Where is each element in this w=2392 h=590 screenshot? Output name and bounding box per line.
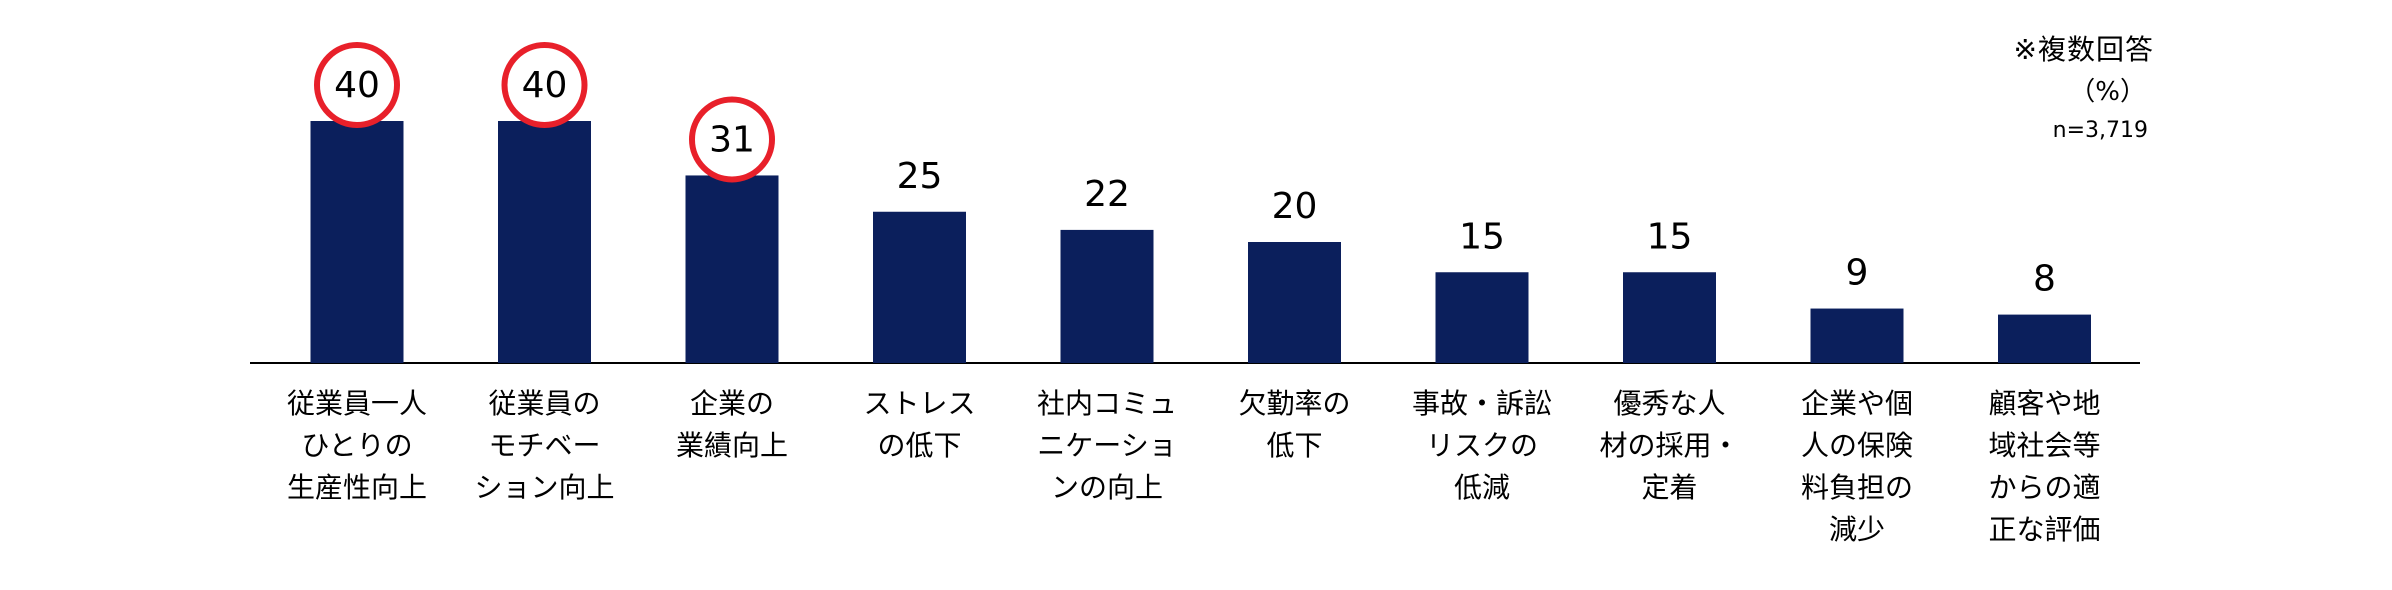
category-label: 人の保険 xyxy=(1801,429,1913,462)
category-label: 顧客や地 xyxy=(1988,387,2100,420)
category-label: 業績向上 xyxy=(676,429,788,462)
bar xyxy=(1623,272,1716,363)
bar xyxy=(873,211,966,363)
category-label: 社内コミュ xyxy=(1037,387,1177,420)
category-label: ひとりの xyxy=(301,429,412,462)
highlight-circle xyxy=(314,42,400,128)
bar xyxy=(1060,229,1154,363)
category-label: 材の採用・ xyxy=(1599,429,1739,462)
category-label: 事故・訴訟 xyxy=(1412,387,1552,420)
category-label: ニケーショ xyxy=(1037,429,1176,462)
category-label: からの適 xyxy=(1988,471,2100,504)
bar xyxy=(685,175,779,363)
data-label: 20 xyxy=(1272,186,1318,227)
category-label: 企業や個 xyxy=(1801,387,1913,420)
category-label: ション向上 xyxy=(474,471,614,504)
category-label: 従業員の xyxy=(488,387,600,420)
data-label: 25 xyxy=(897,156,943,197)
category-label: モチベー xyxy=(488,429,600,462)
data-label: 22 xyxy=(1084,174,1130,215)
unit-note: （%） xyxy=(2069,77,2146,107)
category-label: 減少 xyxy=(1829,513,1885,546)
bar xyxy=(1810,308,1904,363)
data-label: 40 xyxy=(334,65,380,106)
data-label: 31 xyxy=(709,119,755,160)
category-label: リスクの xyxy=(1426,429,1538,462)
data-label: 8 xyxy=(2033,259,2056,300)
data-label: 15 xyxy=(1459,216,1505,257)
bar xyxy=(1998,314,2091,363)
category-label: 従業員一人 xyxy=(287,387,427,420)
category-label: 企業の xyxy=(690,387,774,420)
category-label: 欠勤率の xyxy=(1238,387,1350,420)
highlight-circle xyxy=(501,42,588,128)
category-label: ンの向上 xyxy=(1051,471,1163,504)
category-label: 正な評価 xyxy=(1988,513,2100,546)
data-label: 40 xyxy=(522,65,568,106)
category-label: 優秀な人 xyxy=(1613,387,1725,420)
category-label: 低減 xyxy=(1454,471,1510,504)
category-label: 料負担の xyxy=(1801,471,1913,504)
category-label: 域社会等 xyxy=(1988,429,2100,462)
category-label: 低下 xyxy=(1266,429,1322,462)
category-label: ストレス xyxy=(863,387,975,420)
bar xyxy=(1248,242,1341,363)
category-label: 生産性向上 xyxy=(287,471,427,504)
highlight-circle xyxy=(689,96,775,183)
data-label: 15 xyxy=(1647,216,1693,257)
category-label: の低下 xyxy=(877,429,961,462)
category-label: 定着 xyxy=(1641,471,1697,504)
bar xyxy=(310,121,404,363)
bar xyxy=(498,121,591,363)
bar xyxy=(1435,272,1529,363)
sample-size-note: n=3,719 xyxy=(2052,118,2148,143)
answer-type-note: ※複数回答 xyxy=(2013,33,2154,66)
data-label: 9 xyxy=(1846,253,1869,294)
